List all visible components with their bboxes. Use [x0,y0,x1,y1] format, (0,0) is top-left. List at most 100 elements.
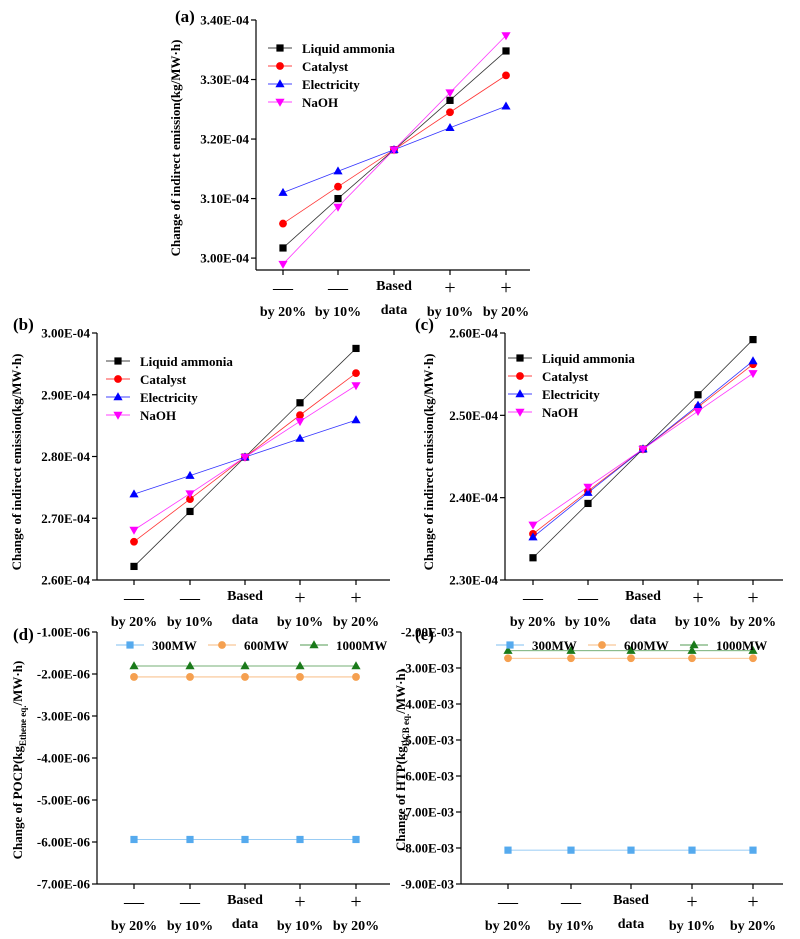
y-tick-label: 3.20E-04 [200,132,249,147]
y-axis-label-tail: /MW·h) [10,661,25,707]
y-tick-label: 3.00E-04 [200,251,249,266]
panel-label: (a) [175,7,195,26]
data-point [748,645,758,654]
legend-label: 300MW [152,638,197,653]
data-point [693,408,703,417]
legend-marker [276,44,284,52]
legend-label: NaOH [542,405,578,420]
data-point [295,418,305,427]
y-axis-label-tail: /MW·h) [393,669,408,715]
legend-marker [515,389,525,398]
data-point [583,483,593,492]
x-tick-label: by 20% [483,305,529,320]
data-point [529,554,537,562]
data-point [295,661,305,670]
x-tick-sign: — [179,891,201,913]
legend-label: NaOH [140,408,176,423]
legend-marker [113,392,123,401]
y-tick-label: -3.00E-06 [37,709,91,724]
data-point [748,370,758,379]
legend-marker [126,641,134,649]
data-point [185,470,195,479]
x-tick-label: by 10% [548,919,594,934]
legend-label: 300MW [532,638,577,653]
y-tick-label: -8.00E-03 [401,841,455,856]
y-tick-label: -5.00E-06 [37,793,91,808]
y-axis-label-main: Change of HTP(kg [393,746,408,851]
data-point [566,645,576,654]
x-tick-sign: — [577,587,599,609]
data-point [352,835,360,844]
x-tick-label: by 20% [111,919,157,934]
data-point [241,835,249,844]
data-point [130,673,138,681]
data-point [351,415,361,424]
x-tick-label: by 20% [730,919,776,934]
legend-marker [113,411,123,420]
data-point [240,661,250,670]
data-point [503,645,513,654]
x-tick-label: data [232,613,258,628]
legend-label: NaOH [302,95,338,110]
legend-marker [598,641,606,649]
y-axis-label: Change of indirect emission(kg/MW·h) [168,40,183,257]
x-tick-label: by 20% [333,919,379,934]
legend-marker [114,375,122,383]
y-tick-label: 2.60E-04 [449,326,498,341]
legend-label: 600MW [244,638,289,653]
y-tick-label: -4.00E-03 [401,697,455,712]
panel-label: (b) [13,315,34,334]
data-point [528,521,538,530]
x-tick-sign: — [497,891,519,913]
data-point [528,532,538,541]
data-point [186,835,194,844]
y-axis-label: Change of indirect emission(kg/MW·h) [421,354,436,571]
chart-panel-4: -7.00E-06 -6.00E-06 -5.00E-06 -4.00E-06 -3.0… [10,625,390,934]
legend-marker [275,98,285,107]
x-tick-label: data [381,303,407,318]
data-point [445,89,455,98]
data-point [446,108,454,117]
x-tick-label: by 10% [669,919,715,934]
chart-panel-2: 2.60E-04 2.70E-04 2.80E-04 2.90E-04 3.00E-04… [9,315,390,630]
x-tick-label: by 10% [427,305,473,320]
x-tick-sign: — [327,277,349,299]
legend-label: Electricity [302,77,360,92]
x-tick-label: by 10% [277,919,323,934]
data-point [279,219,287,228]
y-tick-label: 2.80E-04 [41,449,90,464]
data-point [504,846,512,854]
chart-panel-1: 3.00E-04 3.10E-04 3.20E-04 3.30E-04 3.40E-04… [168,7,530,320]
data-point [240,453,250,462]
data-point [334,182,342,191]
data-point [296,399,304,407]
data-point [352,344,360,353]
legend-marker [506,641,514,649]
data-point [129,489,139,498]
y-tick-label: -6.00E-06 [37,835,91,850]
data-point [186,673,194,681]
y-tick-label: 2.90E-04 [41,387,90,402]
data-point [638,445,648,454]
x-tick-label: by 10% [277,615,323,630]
data-point [688,846,696,854]
legend-marker [276,62,284,70]
data-point [446,96,454,104]
x-tick-sign: + [747,587,758,609]
data-point [583,487,593,496]
x-tick-label: data [232,917,258,932]
x-tick-label: by 20% [485,919,531,934]
data-point [501,32,511,41]
x-tick-label: by 20% [730,615,776,630]
y-tick-label: -3.00E-03 [401,661,455,676]
y-axis-label-sub: Ethene eq. [18,705,28,746]
y-axis-label-sub: DCB eq. [401,714,411,747]
x-tick-label: by 10% [565,615,611,630]
data-point [130,562,138,571]
y-axis-label: Change of POCP(kgEthene eq./MW·h) [10,661,28,860]
data-point [504,654,512,663]
x-tick-label: by 20% [111,615,157,630]
x-tick-label: Based [227,893,263,908]
data-point [333,203,343,212]
x-tick-sign: — [123,891,145,913]
